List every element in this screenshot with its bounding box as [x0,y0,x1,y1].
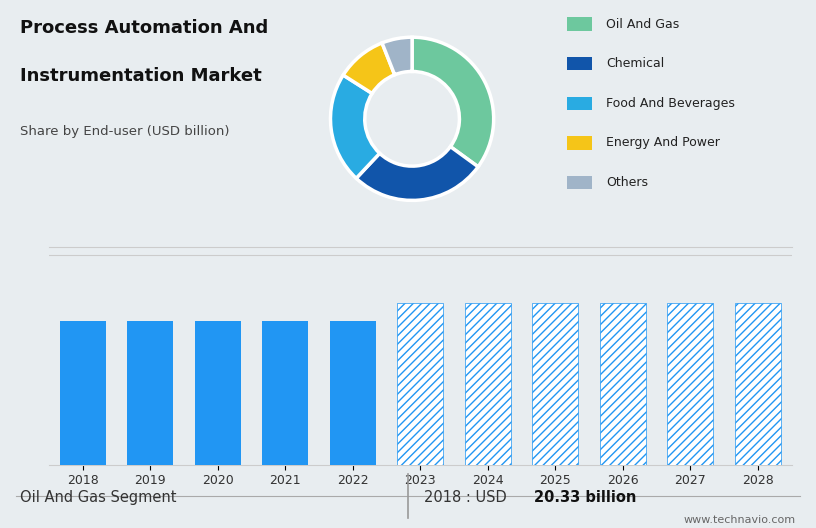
Bar [127,322,173,465]
Bar [567,57,592,70]
Bar [567,176,592,189]
Wedge shape [330,75,379,178]
Text: 2018 : USD: 2018 : USD [424,490,512,505]
Bar [667,303,713,465]
Text: www.technavio.com: www.technavio.com [684,515,796,525]
Bar [60,322,105,465]
Wedge shape [412,37,494,167]
Bar [262,322,308,465]
Bar [195,322,241,465]
Text: 20.33 billion: 20.33 billion [534,490,636,505]
Text: Energy And Power: Energy And Power [606,136,721,149]
Bar [567,136,592,149]
Bar [567,17,592,31]
Wedge shape [382,37,412,75]
Text: Oil And Gas: Oil And Gas [606,17,680,31]
Text: Oil And Gas Segment: Oil And Gas Segment [20,490,177,505]
Bar [330,322,375,465]
Bar [465,303,511,465]
Text: Instrumentation Market: Instrumentation Market [20,67,262,85]
Bar [397,303,443,465]
Text: Process Automation And: Process Automation And [20,19,268,37]
Text: Share by End-user (USD billion): Share by End-user (USD billion) [20,125,230,138]
Bar [735,303,781,465]
Bar [567,97,592,110]
Text: Others: Others [606,176,648,189]
Wedge shape [344,43,395,93]
Text: Chemical: Chemical [606,57,664,70]
Wedge shape [357,147,478,201]
Bar [532,303,579,465]
Bar [600,303,645,465]
Text: Food And Beverages: Food And Beverages [606,97,735,110]
